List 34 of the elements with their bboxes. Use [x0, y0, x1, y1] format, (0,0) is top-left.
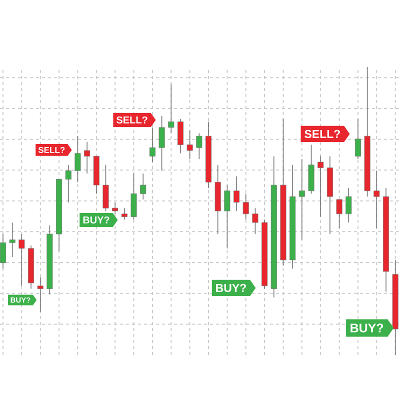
candlestick	[84, 141, 90, 174]
candlestick	[74, 136, 81, 183]
annotation: BUY?	[83, 216, 110, 224]
candlestick	[130, 173, 137, 220]
candlestick	[168, 84, 174, 134]
candlestick	[318, 156, 324, 218]
candlestick	[186, 130, 193, 160]
candlestick	[224, 184, 230, 249]
candlestick	[336, 199, 342, 229]
candlestick	[149, 127, 156, 162]
candlestick	[112, 202, 118, 214]
candlestick	[140, 173, 146, 200]
candlestick	[0, 234, 6, 269]
candlestick	[234, 176, 240, 212]
candlestick	[102, 164, 109, 212]
candlestick	[196, 132, 202, 160]
annotation: BUY?	[350, 324, 384, 332]
candlestick	[242, 193, 249, 220]
candlestick	[298, 158, 305, 240]
candlestick	[252, 208, 258, 234]
annotation: SELL?	[116, 116, 148, 124]
candlestick	[18, 234, 25, 286]
candlestick	[37, 276, 44, 312]
candlestick	[374, 170, 380, 229]
candlestick	[9, 222, 16, 258]
candlestick	[177, 118, 184, 154]
candlestick	[121, 208, 128, 220]
candlestick	[346, 188, 352, 223]
candlestick	[354, 118, 361, 160]
annotation: SELL?	[304, 130, 340, 138]
candlestick	[65, 164, 72, 203]
annotation: BUY?	[216, 284, 246, 292]
candlestick	[158, 116, 165, 172]
annotation: SELL?	[38, 146, 65, 154]
